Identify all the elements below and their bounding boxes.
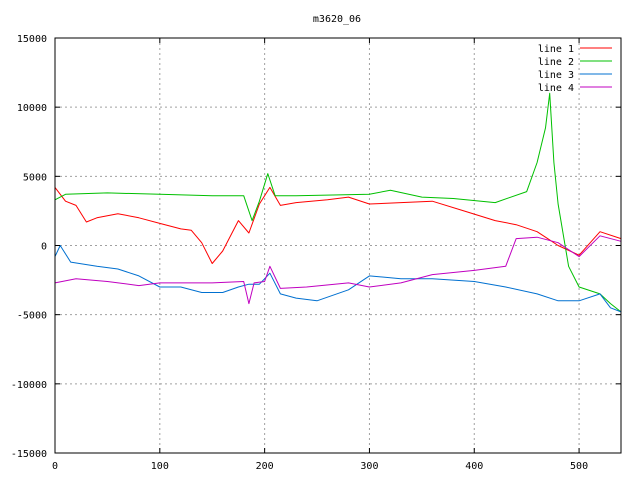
legend-label-3: line 3 <box>538 70 574 81</box>
x-tick-label: 0 <box>52 461 58 472</box>
grid-layer <box>55 38 621 453</box>
series-line-3 <box>54 245 622 313</box>
x-tick-label: 100 <box>151 461 169 472</box>
chart-title: m3620_06 <box>313 14 361 25</box>
legend-label-4: line 4 <box>538 83 574 94</box>
series-line-2 <box>54 92 622 313</box>
x-tick-label: 400 <box>465 461 483 472</box>
legend-label-2: line 2 <box>538 57 574 68</box>
y-tick-label: 5000 <box>23 172 47 183</box>
y-tick-label: 10000 <box>17 103 47 114</box>
y-tick-label: -10000 <box>11 380 47 391</box>
y-tick-label: 15000 <box>17 34 47 45</box>
y-tick-label: -5000 <box>17 311 47 322</box>
tick-layer: 0 100 200 300 400 500 -15000 -10000 -5000 0 5000 10… <box>11 34 621 472</box>
y-tick-label: -15000 <box>11 449 47 460</box>
series-line-1 <box>54 186 622 264</box>
legend-label-1: line 1 <box>538 44 574 55</box>
legend: line 1 line 2 line 3 line 4 <box>538 44 612 94</box>
x-tick-label: 200 <box>256 461 274 472</box>
y-tick-label: 0 <box>41 242 47 253</box>
x-tick-label: 500 <box>570 461 588 472</box>
x-tick-label: 300 <box>360 461 378 472</box>
series-layer <box>54 92 622 313</box>
series-line-4 <box>54 235 622 305</box>
